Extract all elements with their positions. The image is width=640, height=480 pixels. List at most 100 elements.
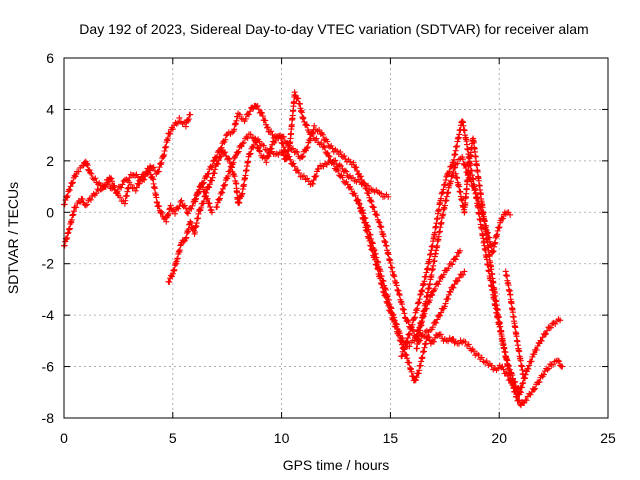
data-point-marker (361, 180, 368, 187)
data-point-marker (368, 198, 375, 205)
data-point-marker (461, 268, 468, 275)
data-point-marker (119, 181, 126, 188)
data-point-marker (363, 185, 370, 192)
data-point-marker (465, 341, 472, 348)
data-point-marker (216, 197, 223, 204)
data-point-marker (452, 256, 459, 263)
data-point-marker (358, 210, 365, 217)
data-point-marker (224, 173, 231, 180)
data-point-marker (263, 124, 270, 131)
data-point-marker (369, 246, 376, 253)
data-point-marker (111, 182, 118, 189)
data-point-marker (366, 234, 373, 241)
data-point-marker (389, 268, 396, 275)
data-point-marker (500, 366, 507, 373)
data-point-marker (379, 284, 386, 291)
data-point-marker (280, 133, 287, 140)
data-point-marker (499, 363, 506, 370)
data-point-marker (155, 202, 162, 209)
y-tick-label: -8 (42, 410, 55, 426)
data-point-marker (113, 189, 120, 196)
data-point-marker (291, 89, 298, 96)
data-point-marker (329, 145, 336, 152)
data-point-marker (312, 173, 319, 180)
data-point-marker (371, 253, 378, 260)
data-point-marker (221, 182, 228, 189)
data-point-marker (417, 291, 424, 298)
data-point-marker (226, 168, 233, 175)
data-point-marker (445, 338, 452, 345)
data-point-marker (388, 310, 395, 317)
data-point-marker (230, 159, 237, 166)
data-point-marker (550, 361, 557, 368)
x-tick-label: 20 (491, 430, 507, 446)
data-point-marker (396, 332, 403, 339)
plot-frame (63, 57, 609, 419)
data-point-marker (447, 178, 454, 185)
data-point-marker (227, 167, 234, 174)
data-point-marker (168, 273, 175, 280)
data-point-marker (202, 193, 209, 200)
data-point-marker (98, 186, 105, 193)
data-point-marker (460, 271, 467, 278)
data-point-marker (542, 330, 549, 337)
data-point-marker (141, 171, 148, 178)
data-point-marker (380, 233, 387, 240)
data-point-marker (91, 176, 98, 183)
data-point-marker (438, 195, 445, 202)
data-point-marker (240, 139, 247, 146)
data-point-marker (354, 196, 361, 203)
data-point-marker (213, 153, 220, 160)
data-point-marker (559, 363, 566, 370)
data-point-marker (556, 358, 563, 365)
data-point-marker (446, 168, 453, 175)
data-point-marker (269, 138, 276, 145)
data-point-marker (290, 160, 297, 167)
data-point-marker (206, 184, 213, 191)
data-point-marker (416, 296, 423, 303)
data-point-marker (353, 164, 360, 171)
data-point-marker (432, 285, 439, 292)
data-point-marker (88, 170, 95, 177)
data-point-marker (367, 197, 374, 204)
data-point-marker (365, 190, 372, 197)
series-track-j (502, 268, 527, 378)
data-point-marker (445, 170, 452, 177)
data-point-marker (200, 179, 207, 186)
data-point-marker (339, 174, 346, 181)
data-point-marker (262, 117, 269, 124)
data-point-marker (230, 171, 237, 178)
data-point-marker (531, 351, 538, 358)
data-point-marker (163, 218, 170, 225)
data-point-marker (369, 239, 376, 246)
data-point-marker (210, 158, 217, 165)
data-point-marker (438, 309, 445, 316)
series-track-a (61, 111, 194, 249)
data-point-marker (195, 189, 202, 196)
data-point-marker (256, 138, 263, 145)
data-point-marker (133, 184, 140, 191)
x-tick-label: 5 (169, 430, 177, 446)
data-point-marker (361, 219, 368, 226)
data-point-marker (488, 362, 495, 369)
data-point-marker (295, 95, 302, 102)
data-point-marker (296, 169, 303, 176)
data-point-marker (102, 184, 109, 191)
data-point-marker (531, 386, 538, 393)
data-point-marker (280, 149, 287, 156)
data-point-marker (127, 171, 134, 178)
data-point-marker (197, 184, 204, 191)
data-point-marker (361, 219, 368, 226)
data-point-marker (373, 261, 380, 268)
data-point-marker (223, 132, 230, 139)
data-point-marker (520, 379, 527, 386)
data-point-marker (254, 102, 261, 109)
data-point-marker (386, 307, 393, 314)
data-point-marker (341, 153, 348, 160)
x-tick-label: 10 (274, 430, 290, 446)
data-point-marker (238, 191, 245, 198)
data-point-marker (158, 210, 165, 217)
data-point-marker (400, 306, 407, 313)
data-point-marker (300, 153, 307, 160)
data-point-marker (102, 181, 109, 188)
